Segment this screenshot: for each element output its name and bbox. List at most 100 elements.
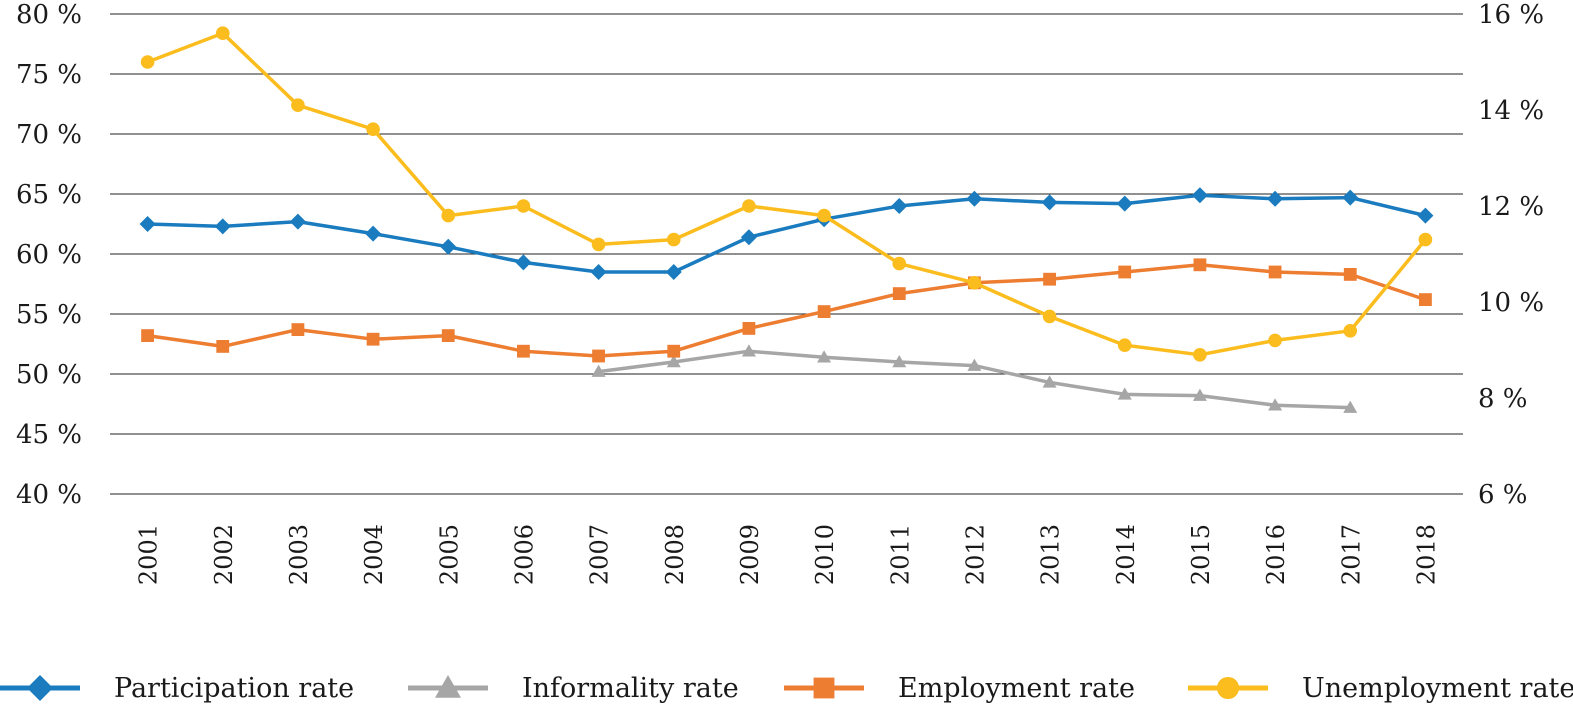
- right-tick-label: 14 %: [1478, 96, 1544, 126]
- employment-rate-point: [441, 329, 455, 342]
- unemployment-rate-point: [1193, 348, 1207, 362]
- participation-rate-point: [214, 218, 231, 235]
- employment-rate-point: [1043, 272, 1056, 286]
- x-tick-label: 2005: [435, 524, 463, 585]
- legend-marker-unemployment-rate: [1216, 676, 1240, 700]
- x-tick-label: 2011: [886, 524, 914, 585]
- informality-rate-series: [591, 344, 1358, 413]
- legend-marker-informality-rate: [435, 675, 461, 698]
- participation-rate-series: [139, 187, 1434, 280]
- x-tick-label: 2013: [1037, 524, 1065, 585]
- employment-rate-point: [216, 340, 230, 353]
- informality-rate-point: [967, 358, 982, 371]
- unemployment-rate-point: [441, 208, 456, 223]
- employment-rate-point: [892, 287, 906, 300]
- participation-rate-point: [966, 190, 983, 207]
- left-tick-label: 40 %: [16, 480, 82, 510]
- x-tick-label: 2015: [1187, 524, 1215, 585]
- left-axis-ticks: 40 % 45 % 50 % 55 % 60 % 65 % 70 % 75 % 80 %: [16, 0, 82, 510]
- participation-rate-point: [1041, 194, 1058, 211]
- x-axis-ticks: 2001 2002 2003 2004 2005 2006 2007 2008 2009 2010…: [135, 524, 1441, 585]
- informality-rate-point: [1192, 388, 1207, 401]
- unemployment-rate-point: [967, 276, 982, 290]
- x-tick-label: 2008: [661, 524, 689, 585]
- legend: Participation rate Informality rate Employ…: [0, 673, 1573, 704]
- legend-item-unemployment-rate: Unemployment rate: [1188, 673, 1573, 704]
- employment-rate-point: [141, 329, 154, 342]
- participation-rate-point: [1267, 190, 1284, 207]
- informality-rate-point: [1343, 400, 1358, 413]
- x-tick-label: 2002: [210, 524, 238, 585]
- informality-rate-point: [1117, 387, 1132, 400]
- x-tick-label: 2004: [360, 524, 388, 585]
- legend-item-informality-rate: Informality rate: [408, 673, 739, 704]
- legend-label: Employment rate: [898, 673, 1135, 704]
- employment-rate-point: [592, 349, 605, 363]
- unemployment-rate-point: [1418, 232, 1433, 247]
- participation-rate-point: [665, 264, 682, 280]
- x-tick-label: 2010: [811, 524, 839, 585]
- participation-rate-point: [365, 225, 382, 242]
- right-tick-label: 10 %: [1478, 288, 1544, 318]
- participation-rate-point: [590, 264, 607, 280]
- unemployment-rate-point: [817, 208, 831, 223]
- legend-marker-employment-rate: [813, 677, 835, 699]
- participation-rate-line: [147, 193, 1426, 274]
- unemployment-rate-point: [892, 256, 907, 271]
- informality-rate-point: [1042, 375, 1057, 388]
- unemployment-rate-point: [1117, 338, 1132, 353]
- unemployment-rate-point: [666, 232, 681, 247]
- legend-label: Unemployment rate: [1302, 673, 1573, 704]
- employment-rate-point: [1193, 258, 1207, 272]
- series-lines: [139, 26, 1434, 413]
- participation-rate-point: [440, 238, 457, 255]
- unemployment-rate-point: [591, 237, 606, 252]
- participation-rate-point: [1417, 207, 1434, 224]
- participation-rate-point: [740, 229, 757, 246]
- legend-label: Participation rate: [114, 673, 354, 704]
- employment-rate-line: [147, 263, 1426, 358]
- participation-rate-point: [515, 254, 532, 271]
- participation-rate-point: [139, 216, 156, 232]
- employment-rate-point: [1419, 293, 1432, 306]
- employment-rate-series: [141, 258, 1432, 363]
- unemployment-rate-point: [215, 26, 230, 40]
- left-tick-label: 65 %: [16, 180, 82, 210]
- left-tick-label: 60 %: [16, 240, 82, 270]
- gridlines: [110, 13, 1463, 495]
- unemployment-rate-series: [140, 26, 1433, 362]
- left-tick-label: 55 %: [16, 300, 82, 330]
- participation-rate-point: [1116, 195, 1133, 212]
- legend-item-employment-rate: Employment rate: [784, 673, 1135, 704]
- left-tick-label: 50 %: [16, 360, 82, 390]
- employment-rate-point: [1268, 265, 1282, 279]
- employment-rate-point: [517, 344, 530, 358]
- left-tick-label: 80 %: [16, 0, 82, 30]
- unemployment-rate-point: [140, 55, 155, 69]
- employment-rate-point: [291, 323, 305, 336]
- right-tick-label: 6 %: [1478, 480, 1528, 510]
- unemployment-rate-point: [1042, 309, 1057, 324]
- unemployment-rate-point: [742, 199, 756, 213]
- x-tick-label: 2001: [135, 524, 163, 585]
- x-tick-label: 2018: [1412, 524, 1440, 585]
- legend-label: Informality rate: [522, 673, 739, 704]
- right-tick-label: 8 %: [1478, 384, 1528, 414]
- employment-rate-point: [817, 305, 831, 318]
- x-tick-label: 2016: [1262, 524, 1290, 585]
- participation-rate-point: [1191, 187, 1208, 204]
- x-tick-label: 2014: [1112, 524, 1140, 585]
- unemployment-rate-line: [146, 31, 1427, 357]
- legend-marker-participation-rate: [27, 675, 53, 701]
- informality-rate-point: [591, 364, 606, 377]
- x-tick-label: 2003: [285, 524, 313, 585]
- employment-rate-point: [1343, 268, 1357, 281]
- informality-rate-point: [817, 350, 832, 363]
- right-axis-ticks: 6 % 8 % 10 % 12 % 14 % 16 %: [1478, 0, 1544, 510]
- employment-rate-point: [366, 332, 380, 346]
- right-tick-label: 12 %: [1478, 192, 1544, 222]
- x-tick-label: 2017: [1337, 524, 1365, 585]
- informality-rate-point: [892, 355, 907, 368]
- legend-item-participation-rate: Participation rate: [0, 673, 354, 704]
